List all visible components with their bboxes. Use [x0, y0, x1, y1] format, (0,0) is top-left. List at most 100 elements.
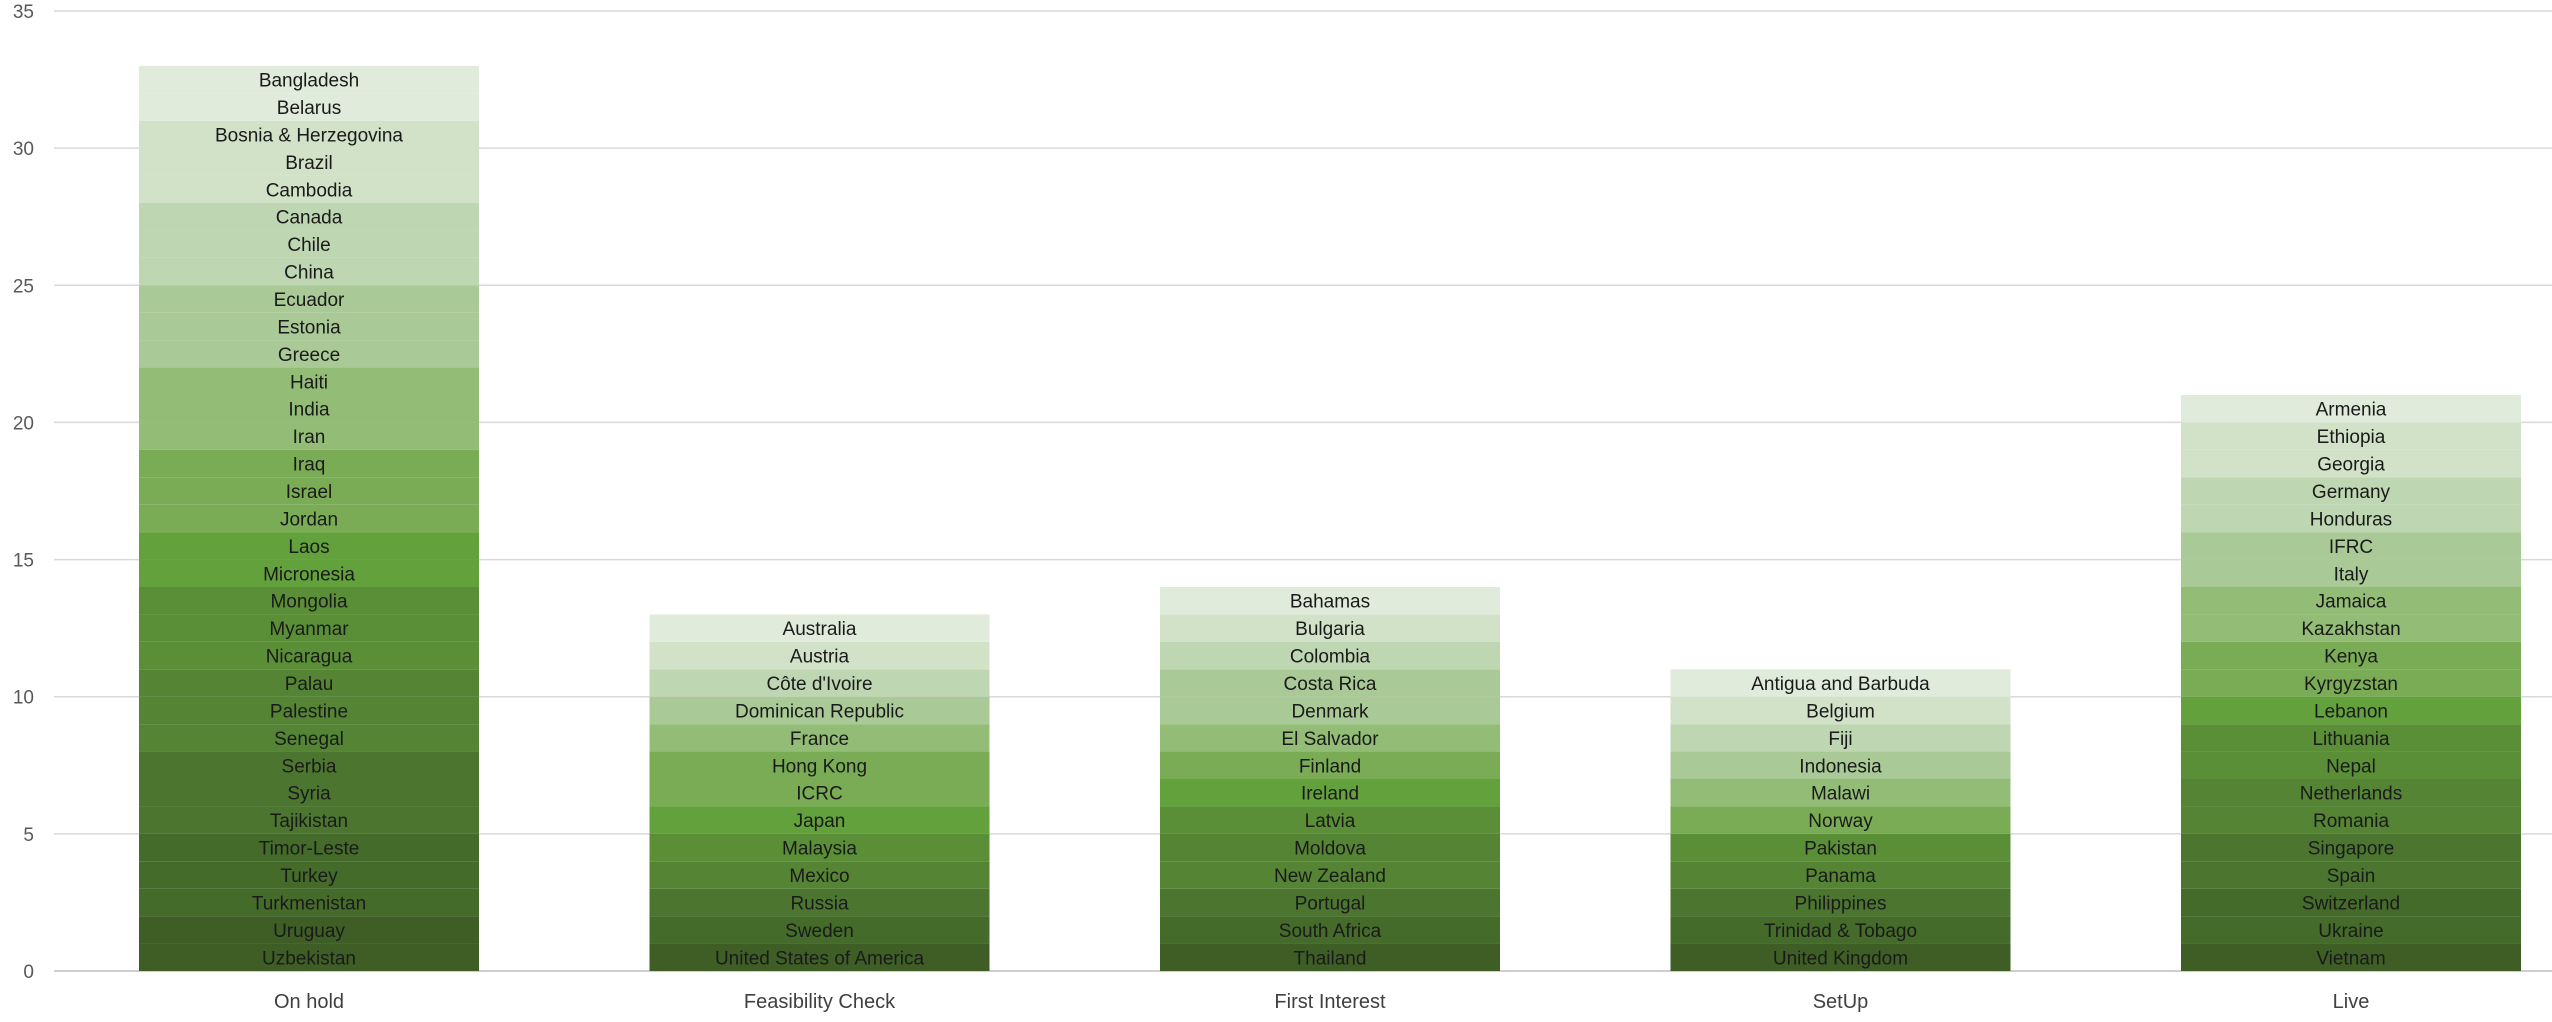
bar-segment	[649, 696, 990, 725]
segment-label: Japan	[794, 811, 846, 832]
bar-segment	[139, 312, 479, 341]
x-category-label: On hold	[274, 991, 344, 1013]
segment-label: Ukraine	[2318, 921, 2383, 942]
segment-label: Jordan	[280, 509, 338, 530]
bar-segment	[139, 532, 479, 560]
bar-segment	[1670, 751, 2011, 779]
segment-label: Chile	[287, 235, 330, 256]
segment-label: Thailand	[1294, 948, 1367, 969]
segment-label: Bulgaria	[1295, 619, 1365, 640]
bar-segment	[139, 422, 479, 450]
bar-segment	[1160, 751, 1500, 779]
bar-segment	[139, 175, 479, 203]
bar-segment	[1160, 888, 1500, 917]
segment-label: Costa Rica	[1284, 674, 1377, 695]
segment-label: Australia	[783, 619, 857, 640]
segment-label: Belgium	[1806, 701, 1875, 722]
bar-segment	[139, 477, 479, 505]
bar-segment	[2181, 833, 2521, 862]
bar-segment	[2181, 587, 2521, 615]
segment-label: Indonesia	[1799, 756, 1882, 777]
segment-label: Switzerland	[2302, 893, 2400, 914]
segment-label: Syria	[287, 784, 331, 805]
segment-label: Finland	[1299, 756, 1361, 777]
bar-segment	[1670, 861, 2011, 889]
segment-label: Pakistan	[1804, 839, 1877, 860]
segment-label: Norway	[1808, 811, 1873, 832]
segment-label: Kenya	[2324, 647, 2378, 668]
segment-label: Latvia	[1305, 811, 1356, 832]
segment-label: Honduras	[2310, 509, 2392, 530]
bar-segment	[1160, 833, 1500, 862]
axis-layer: 0 5 10 15 20 25 30 35 On hold Feasibility Check Fi…	[13, 2, 2369, 1013]
segment-label: Singapore	[2308, 839, 2395, 860]
bar-segment	[1670, 943, 2011, 971]
segment-label: India	[288, 400, 330, 421]
segment-label: Malawi	[1811, 784, 1870, 805]
segment-label: Senegal	[274, 729, 344, 750]
segment-label: Romania	[2313, 811, 2389, 832]
segment-label: Lebanon	[2314, 701, 2388, 722]
segment-label: Moldova	[1294, 839, 1366, 860]
bar-segment	[2181, 669, 2521, 697]
bar-segment	[139, 669, 479, 697]
bar-stack: Vietnam Ukraine Switzerland Spain Singapore R…	[2181, 395, 2521, 971]
segment-label: Philippines	[1795, 893, 1887, 914]
bar-segment	[2181, 916, 2521, 944]
segment-label: Ethiopia	[2317, 427, 2386, 448]
bar-segment	[139, 449, 479, 478]
segment-label: Georgia	[2317, 455, 2385, 476]
bar-segment	[2181, 641, 2521, 670]
segment-label: Uzbekistan	[262, 948, 356, 969]
bar-segment	[139, 833, 479, 862]
bar-segment	[1160, 861, 1500, 889]
bar-segment	[2181, 614, 2521, 642]
segment-label: Bangladesh	[259, 71, 359, 92]
segment-label: Nepal	[2326, 756, 2376, 777]
segment-label: Israel	[286, 482, 332, 503]
segment-label: El Salvador	[1281, 729, 1379, 750]
segment-label: Austria	[790, 647, 850, 668]
y-tick-label: 35	[13, 2, 34, 23]
segment-label: Myanmar	[269, 619, 349, 640]
bar-segment	[2181, 477, 2521, 505]
segment-label: Denmark	[1291, 701, 1369, 722]
segment-label: Canada	[276, 208, 343, 229]
segment-label: Tajikistan	[270, 811, 348, 832]
segment-label: Timor-Leste	[259, 839, 360, 860]
segment-label: Jamaica	[2316, 592, 2387, 613]
y-tick-label: 20	[13, 413, 34, 434]
bar-segment	[139, 340, 479, 368]
y-tick-label: 30	[13, 139, 34, 160]
bar-segment	[2181, 861, 2521, 889]
segment-label: Greece	[278, 345, 340, 366]
bar-segment	[649, 614, 990, 642]
x-category-label: First Interest	[1274, 991, 1386, 1013]
segment-label: Lithuania	[2312, 729, 2390, 750]
segment-label: Ireland	[1301, 784, 1359, 805]
segment-label: Côte d'Ivoire	[766, 674, 872, 695]
bar-segment	[649, 888, 990, 917]
bar-segment	[139, 888, 479, 917]
bar-segment	[1670, 696, 2011, 725]
bar-segment	[649, 943, 990, 971]
bar-segment	[649, 641, 990, 670]
segment-label: United Kingdom	[1773, 948, 1908, 969]
segment-label: Portugal	[1295, 893, 1366, 914]
bar-segment	[649, 916, 990, 944]
segment-label: Netherlands	[2300, 784, 2402, 805]
bar-segment	[649, 724, 990, 752]
segment-label: China	[284, 263, 334, 284]
bar-segment	[139, 943, 479, 971]
bar-segment	[139, 257, 479, 286]
bar-segment	[649, 779, 990, 807]
bar-segment	[1670, 833, 2011, 862]
segment-label: Cambodia	[266, 180, 353, 201]
bar-segment	[139, 395, 479, 423]
y-tick-label: 25	[13, 276, 34, 297]
segment-label: Mexico	[789, 866, 849, 887]
segment-label: Serbia	[282, 756, 337, 777]
bar-segment	[139, 779, 479, 807]
